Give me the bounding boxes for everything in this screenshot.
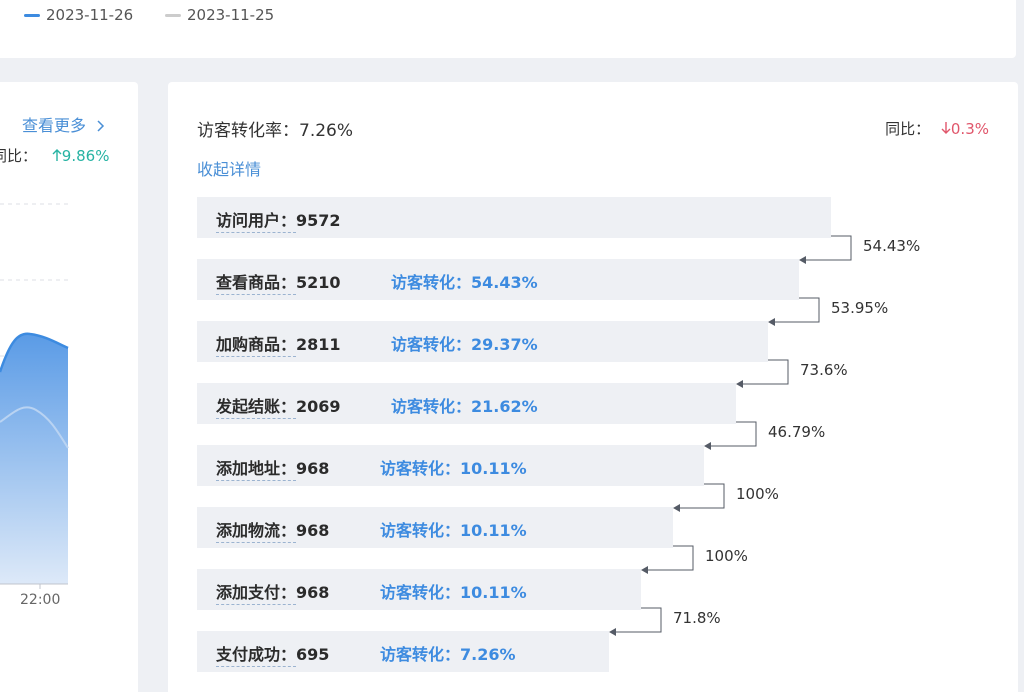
arrow-left-icon bbox=[704, 442, 711, 450]
legend-swatch-gray bbox=[165, 13, 181, 17]
funnel-stage-bar: 加购商品：2811 访客转化：29.37% bbox=[197, 321, 768, 362]
funnel-stage-bar: 添加物流：968 访客转化：10.11% bbox=[197, 507, 673, 548]
connector-line bbox=[710, 421, 757, 447]
yoy-label: 同比： bbox=[885, 120, 931, 138]
arrow-left-icon bbox=[673, 504, 680, 512]
arrow-left-icon bbox=[609, 628, 616, 636]
legend-item-current[interactable]: 2023-11-26 bbox=[24, 6, 133, 24]
step-conversion-rate: 100% bbox=[705, 547, 748, 565]
arrow-down-icon bbox=[941, 122, 951, 134]
series-current-line bbox=[0, 332, 69, 373]
step-conversion-rate: 53.95% bbox=[831, 299, 889, 317]
step-conversion-rate: 71.8% bbox=[673, 609, 721, 627]
legend-label: 2023-11-26 bbox=[46, 6, 134, 24]
funnel-stage-label[interactable]: 添加地址： bbox=[216, 459, 297, 481]
connector-line bbox=[742, 359, 789, 385]
funnel-stage-conversion: 访客转化：21.62% bbox=[391, 397, 538, 416]
funnel-stage: 添加物流：968 bbox=[216, 517, 330, 543]
chevron-right-icon bbox=[97, 120, 105, 132]
funnel-stage-bar: 支付成功：695 访客转化：7.26% bbox=[197, 631, 609, 672]
connector-line bbox=[647, 545, 694, 571]
funnel-stage: 支付成功：695 bbox=[216, 641, 330, 667]
funnel-stage-conversion: 访客转化：10.11% bbox=[380, 521, 527, 540]
arrow-left-icon bbox=[799, 256, 806, 264]
yoy-value-up: 9.86% bbox=[52, 147, 110, 165]
step-conversion-rate: 54.43% bbox=[863, 237, 921, 255]
funnel-stage-value: 968 bbox=[296, 459, 330, 478]
connector-line bbox=[679, 483, 725, 509]
funnel-stage: 查看商品：5210 bbox=[216, 269, 341, 295]
yoy-value-down: 0.3% bbox=[941, 120, 989, 138]
conversion-yoy: 同比： 0.3% bbox=[885, 118, 989, 139]
funnel-stage-conversion: 访客转化：10.11% bbox=[380, 459, 527, 478]
conversion-funnel-card: 访客转化率：7.26% 同比： 0.3% 收起详情 访问用户：9572 查看商品：… bbox=[168, 82, 1018, 692]
funnel-connectors bbox=[609, 235, 852, 636]
funnel-stage-value: 2811 bbox=[296, 335, 341, 354]
funnel-stage-label[interactable]: 发起结账： bbox=[216, 397, 297, 419]
x-tick-label: 22:00 bbox=[20, 592, 61, 608]
funnel-stage-value: 9572 bbox=[296, 211, 341, 230]
view-more-label: 查看更多 bbox=[22, 116, 87, 135]
legend-label: 2023-11-25 bbox=[187, 6, 275, 24]
connector-line bbox=[805, 235, 852, 261]
funnel-stage-label[interactable]: 查看商品： bbox=[216, 273, 297, 295]
funnel-stage-bar: 发起结账：2069 访客转化：21.62% bbox=[197, 383, 736, 424]
connector-line bbox=[774, 297, 820, 323]
yoy-value: 9.86% bbox=[61, 147, 110, 165]
arrow-up-icon bbox=[52, 149, 62, 161]
funnel-stage: 添加地址：968 bbox=[216, 455, 330, 481]
step-conversion-rate: 46.79% bbox=[768, 423, 826, 441]
step-conversion-rate: 100% bbox=[736, 485, 779, 503]
funnel-stage: 发起结账：2069 bbox=[216, 393, 341, 419]
funnel-stage-label[interactable]: 添加支付： bbox=[216, 583, 297, 605]
arrow-left-icon bbox=[641, 566, 648, 574]
trend-yoy: 同比： 9.86% bbox=[0, 145, 109, 166]
funnel-stage-bar: 添加地址：968 访客转化：10.11% bbox=[197, 445, 704, 486]
yoy-label: 同比： bbox=[0, 147, 38, 165]
funnel-stage-value: 968 bbox=[296, 521, 330, 540]
funnel-stage-value: 968 bbox=[296, 583, 330, 602]
trend-area-chart bbox=[0, 203, 69, 589]
connector-line bbox=[615, 607, 662, 633]
funnel-stage-value: 5210 bbox=[296, 273, 341, 292]
legend-item-previous[interactable]: 2023-11-25 bbox=[165, 6, 274, 24]
funnel-stage-value: 2069 bbox=[296, 397, 341, 416]
funnel-stage: 访问用户：9572 bbox=[216, 207, 341, 233]
funnel-stage-value: 695 bbox=[296, 645, 330, 664]
funnel-stage-conversion: 访客转化：10.11% bbox=[380, 583, 527, 602]
trend-legend-card: 2023-11-26 2023-11-25 bbox=[0, 0, 1016, 58]
legend-swatch-blue bbox=[24, 13, 40, 17]
arrow-left-icon bbox=[736, 380, 743, 388]
step-conversion-rate: 73.6% bbox=[800, 361, 848, 379]
funnel-stage-label[interactable]: 加购商品： bbox=[216, 335, 297, 357]
funnel-stage-label[interactable]: 支付成功： bbox=[216, 645, 297, 667]
funnel-stage-label[interactable]: 访问用户： bbox=[216, 211, 297, 233]
trend-card: 查看更多 同比： 9.86% 22:00 bbox=[0, 82, 138, 692]
series-current-area bbox=[0, 333, 68, 584]
funnel-stage: 添加支付：968 bbox=[216, 579, 330, 605]
yoy-value: 0.3% bbox=[950, 120, 989, 138]
arrow-left-icon bbox=[768, 318, 775, 326]
funnel-stage-conversion: 访客转化：7.26% bbox=[380, 645, 516, 664]
conversion-title: 访客转化率：7.26% bbox=[197, 121, 354, 141]
funnel-stage-bar: 访问用户：9572 bbox=[197, 197, 831, 238]
funnel-stage-bar: 查看商品：5210 访客转化：54.43% bbox=[197, 259, 799, 300]
funnel-stage: 加购商品：2811 bbox=[216, 331, 341, 357]
funnel-stage-conversion: 访客转化：54.43% bbox=[391, 273, 538, 292]
funnel-stage-conversion: 访客转化：29.37% bbox=[391, 335, 538, 354]
funnel-stage-bar: 添加支付：968 访客转化：10.11% bbox=[197, 569, 641, 610]
view-more-link[interactable]: 查看更多 bbox=[22, 112, 105, 136]
collapse-details-link[interactable]: 收起详情 bbox=[197, 160, 262, 179]
funnel-stage-label[interactable]: 添加物流： bbox=[216, 521, 297, 543]
series-previous-line bbox=[0, 406, 69, 449]
